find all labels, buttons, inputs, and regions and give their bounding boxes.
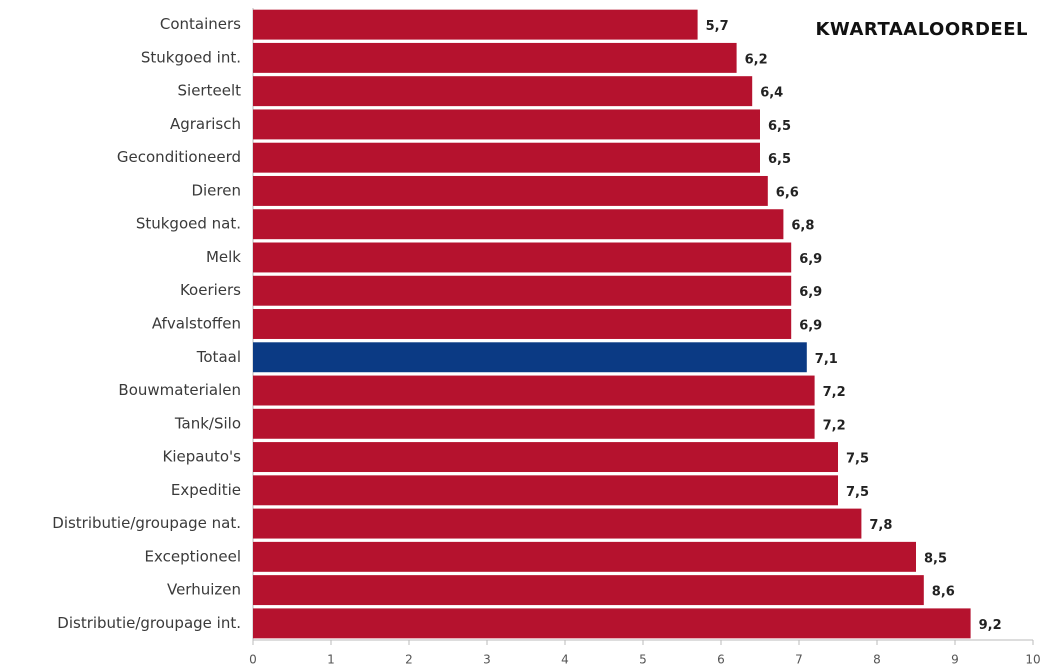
x-tick-label: 2 — [405, 653, 413, 667]
y-tick-label: Sierteelt — [178, 82, 242, 100]
x-tick-label: 7 — [795, 653, 803, 667]
y-tick-label: Expeditie — [171, 481, 241, 499]
bar — [253, 109, 760, 140]
bar — [253, 275, 792, 306]
bar — [253, 508, 862, 539]
y-tick-label: Agrarisch — [170, 115, 241, 133]
bar — [253, 475, 838, 506]
y-tick-label: Totaal — [196, 348, 241, 366]
y-tick-label: Tank/Silo — [174, 414, 241, 432]
y-tick-label: Geconditioneerd — [117, 148, 241, 166]
y-tick-label: Verhuizen — [167, 581, 241, 599]
value-label: 7,2 — [823, 418, 846, 433]
y-tick-label: Stukgoed nat. — [136, 215, 241, 233]
value-label: 7,1 — [815, 352, 838, 367]
y-tick-label: Containers — [160, 15, 241, 33]
y-tick-label: Distributie/groupage int. — [57, 614, 241, 632]
bar — [253, 175, 768, 206]
x-tick-label: 10 — [1025, 653, 1040, 667]
y-tick-label: Bouwmaterialen — [118, 381, 241, 399]
value-label: 6,9 — [799, 319, 822, 334]
value-label: 6,9 — [799, 285, 822, 300]
value-label: 8,6 — [932, 585, 955, 600]
y-tick-label: Melk — [206, 248, 241, 266]
value-label: 6,2 — [745, 52, 768, 67]
x-tick-label: 1 — [327, 653, 335, 667]
y-tick-label: Afvalstoffen — [152, 315, 241, 333]
bar — [253, 242, 792, 273]
chart-title: KWARTAALOORDEEL — [815, 19, 1028, 40]
y-tick-label: Stukgoed int. — [141, 48, 241, 66]
value-label: 6,5 — [768, 119, 791, 134]
x-tick-label: 3 — [483, 653, 491, 667]
bar — [253, 42, 737, 73]
value-label: 8,5 — [924, 551, 947, 566]
bar — [253, 9, 698, 40]
value-label: 7,5 — [846, 485, 869, 500]
value-label: 6,6 — [776, 185, 799, 200]
y-tick-label: Dieren — [191, 181, 241, 199]
x-tick-label: 5 — [639, 653, 647, 667]
bar — [253, 209, 784, 240]
value-label: 6,5 — [768, 152, 791, 167]
y-tick-label: Koeriers — [180, 281, 241, 299]
bar — [253, 342, 807, 373]
value-label: 6,8 — [791, 219, 814, 234]
value-label: 9,2 — [979, 618, 1002, 633]
x-tick-label: 0 — [249, 653, 257, 667]
value-label: 6,4 — [760, 86, 783, 101]
x-tick-label: 8 — [873, 653, 881, 667]
y-tick-label: Kiepauto's — [163, 448, 242, 466]
value-label: 7,5 — [846, 452, 869, 467]
x-tick-label: 9 — [951, 653, 959, 667]
bar — [253, 309, 792, 339]
y-tick-label: Distributie/groupage nat. — [52, 514, 241, 532]
x-tick-label: 4 — [561, 653, 569, 667]
bar — [253, 142, 760, 173]
bar — [253, 541, 916, 572]
value-label: 5,7 — [706, 19, 729, 34]
bar — [253, 76, 753, 107]
bar — [253, 442, 838, 473]
x-tick-label: 6 — [717, 653, 725, 667]
value-label: 7,8 — [869, 518, 892, 533]
y-tick-label: Exceptioneel — [145, 547, 241, 565]
bar — [253, 575, 924, 606]
bar — [253, 375, 815, 406]
bar — [253, 608, 971, 639]
bar — [253, 408, 815, 439]
value-label: 6,9 — [799, 252, 822, 267]
value-label: 7,2 — [823, 385, 846, 400]
